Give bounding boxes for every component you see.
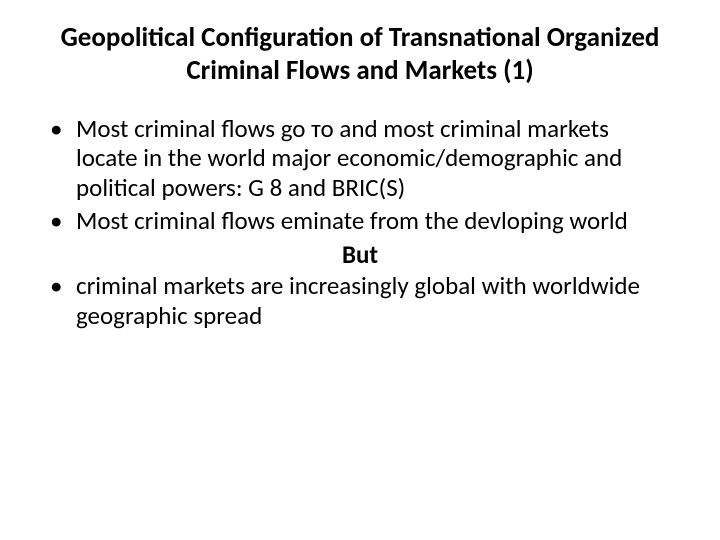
list-item: Most criminal flows go то and most crimi… xyxy=(48,114,672,203)
bullet-text: Most criminal flows eminate from the dev… xyxy=(76,205,628,236)
centered-emphasis: But xyxy=(48,240,672,270)
bullet-list: Most criminal flows go то and most crimi… xyxy=(48,114,672,236)
bullet-text: criminal markets are increasingly global… xyxy=(76,270,640,331)
list-item: criminal markets are increasingly global… xyxy=(48,271,672,330)
bullet-text: Most criminal flows go то and most crimi… xyxy=(76,113,622,203)
bullet-list: criminal markets are increasingly global… xyxy=(48,271,672,330)
slide-title: Geopolitical Configuration of Transnatio… xyxy=(48,22,672,88)
list-item: Most criminal flows eminate from the dev… xyxy=(48,206,672,236)
